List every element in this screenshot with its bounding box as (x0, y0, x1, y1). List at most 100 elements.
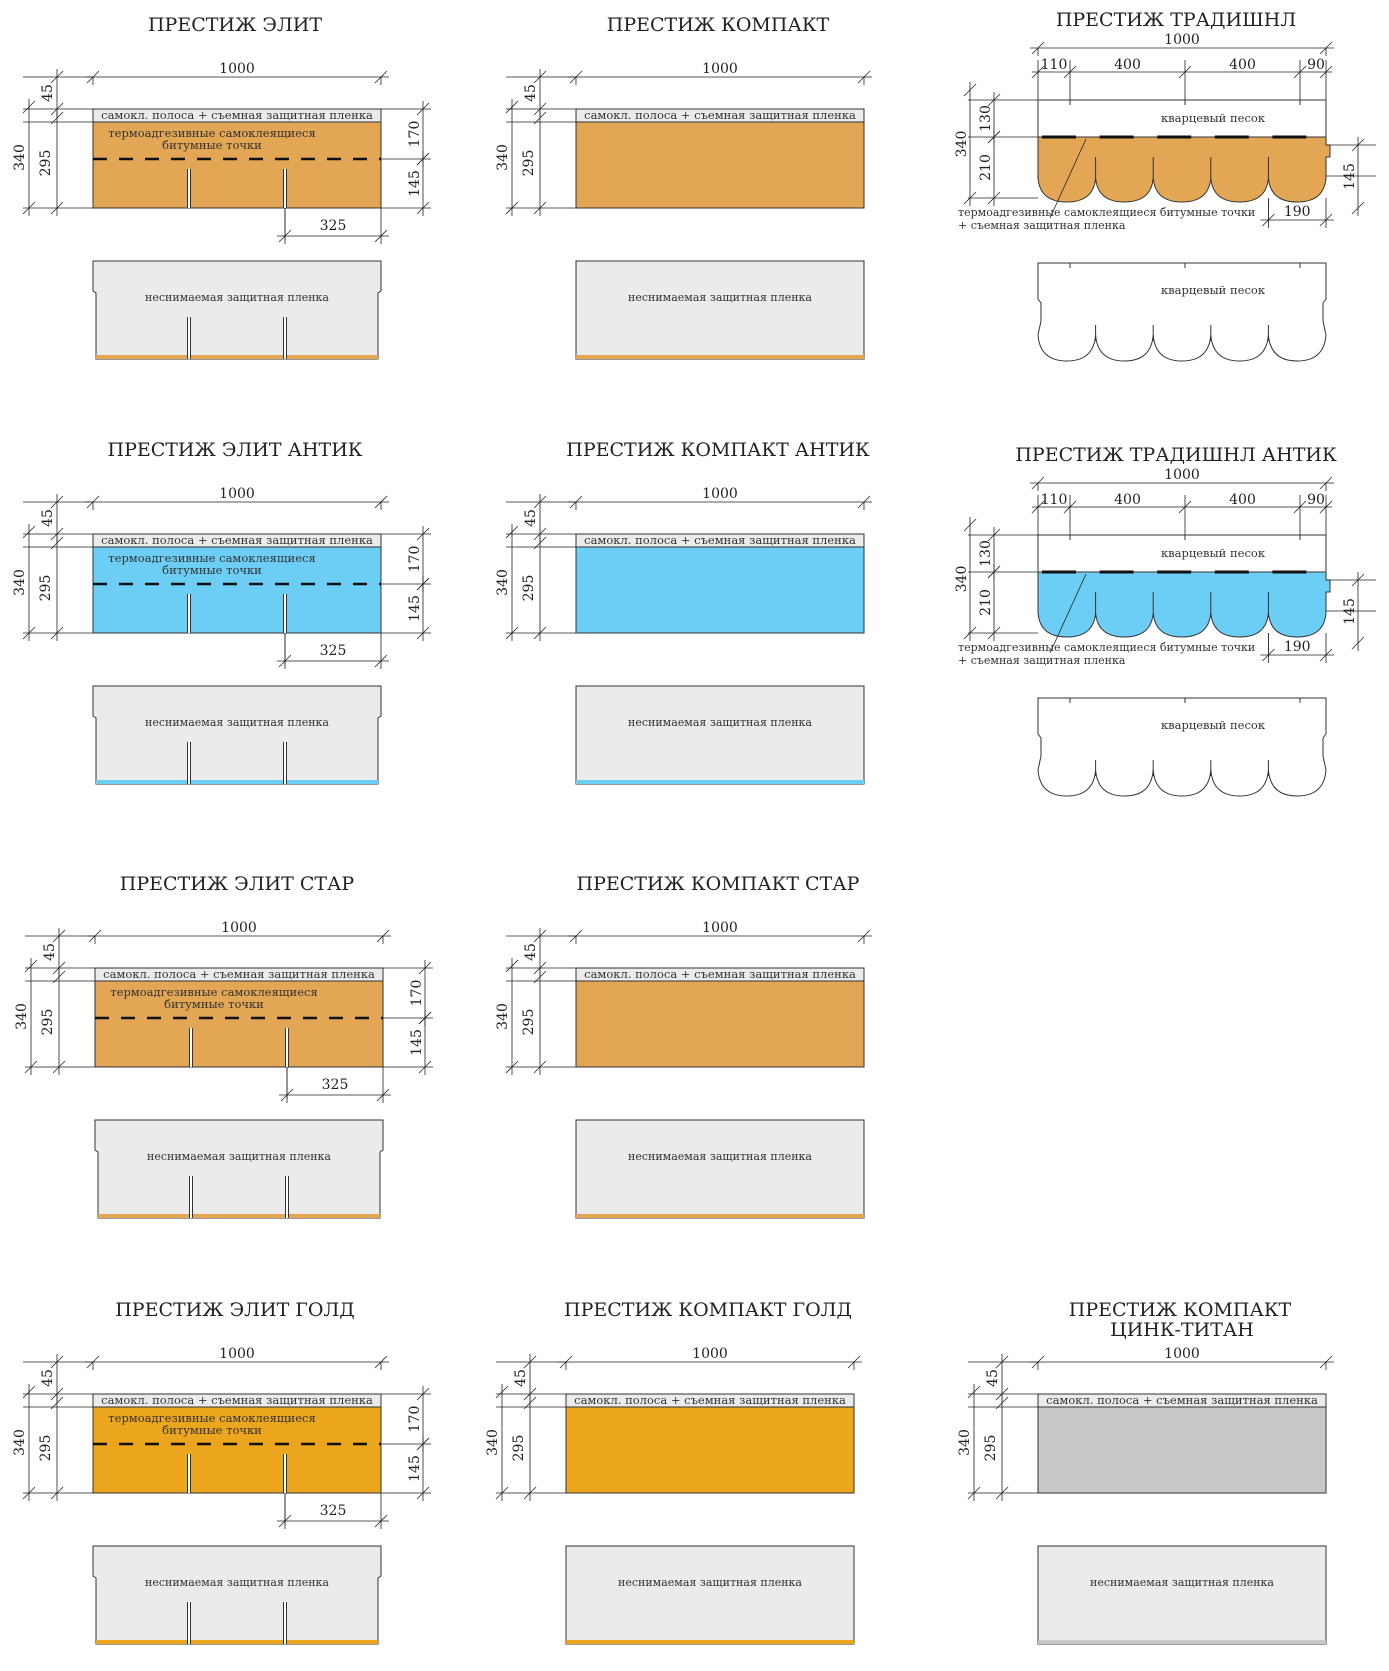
segment-label: 90 (1307, 492, 1325, 508)
dimension-tick (995, 1355, 1009, 1369)
dimension-tick (495, 1385, 509, 1399)
dimension-tick (1351, 138, 1365, 152)
dimension-tick (22, 1486, 36, 1500)
panel-title: ПРЕСТИЖ КОМПАКТ АНТИК (566, 439, 870, 461)
lower-dim-label: 145 (407, 1455, 423, 1482)
dimension-tick (52, 1060, 66, 1074)
dimension-tick (987, 626, 1001, 640)
dimension-tick (987, 93, 1001, 107)
top-dim-label: 45 (40, 1369, 56, 1387)
dimension-tick (1031, 476, 1045, 490)
segment-label: 110 (1041, 57, 1068, 73)
back-film (565, 1545, 855, 1645)
dimension-tick (995, 1396, 1009, 1410)
width-dim-label: 1000 (1164, 1346, 1200, 1362)
dimension-tick (1319, 213, 1333, 227)
panel-title: ПРЕСТИЖ КОМПАКТ (1069, 1299, 1292, 1321)
upper-dim-label: 170 (407, 121, 423, 148)
panel-title: ПРЕСТИЖ КОМПАКТ ГОЛД (564, 1299, 852, 1321)
total-dim-label: 340 (12, 144, 28, 171)
top-dim-label: 45 (513, 1369, 529, 1387)
back-slot (189, 1176, 193, 1218)
adhesive-strip (575, 108, 865, 123)
dimension-tick (533, 527, 547, 541)
body-dim-label: 295 (38, 575, 54, 602)
dimension-tick (52, 970, 66, 984)
dimension-tick (1319, 648, 1333, 662)
back-edge-stripe (1038, 1640, 1326, 1644)
dimension-tick (1319, 41, 1333, 55)
adhesive-strip-label: самокл. полоса + съемная защитная пленка (584, 967, 856, 981)
total-dim-label: 340 (957, 1429, 973, 1456)
tab-width-dim-label: 190 (1284, 204, 1311, 220)
dimension-tick (505, 1060, 519, 1074)
back-side: неснимаемая защитная пленка (92, 685, 382, 785)
top-dim-label: 45 (523, 509, 539, 527)
back-film-label: неснимаемая защитная пленка (145, 291, 329, 304)
back-film-label: неснимаемая защитная пленка (1090, 1576, 1274, 1589)
thermo-label-2: битумные точки (162, 563, 262, 577)
adhesive-strip-label: самокл. полоса + съемная защитная пленка (101, 533, 373, 547)
back-sand-label: кварцевый песок (1161, 718, 1266, 732)
slot-dim-label: 325 (320, 1503, 347, 1519)
panel-elite: ПРЕСТИЖ ЭЛИТ 1000 самокл. полоса + съемная… (12, 14, 431, 360)
dimension-tick (50, 111, 64, 125)
back-side: неснимаемая защитная пленка (1037, 1545, 1327, 1645)
dimension-tick (533, 111, 547, 125)
body-dim-label: 295 (521, 1009, 537, 1036)
cutout-slot (187, 169, 191, 208)
panel-compact: ПРЕСТИЖ КОМПАКТ 1000 самокл. полоса + съем… (495, 14, 872, 360)
dimension-tick (963, 83, 977, 97)
sand-area (1037, 99, 1327, 138)
dimension-tick (505, 626, 519, 640)
thermo-label-2: битумные точки (162, 138, 262, 152)
back-film-label: неснимаемая защитная пленка (628, 291, 812, 304)
adhesive-strip-label: самокл. полоса + съемная защитная пленка (103, 967, 375, 981)
back-edge-stripe (96, 355, 378, 359)
dimension-tick (523, 1396, 537, 1410)
body-dim-label: 295 (511, 1435, 527, 1462)
dimension-tick (418, 1011, 432, 1025)
panel-elite-gold: ПРЕСТИЖ ЭЛИТ ГОЛД 1000 самокл. полоса + съ… (12, 1299, 431, 1645)
back-film (92, 685, 382, 785)
back-film-label: неснимаемая защитная пленка (145, 716, 329, 729)
dimension-tick (22, 100, 36, 114)
dimension-tick (505, 959, 519, 973)
thermo-label-2: битумные точки (164, 997, 264, 1011)
cutout-slot (283, 169, 287, 208)
sand-label: кварцевый песок (1161, 111, 1266, 125)
adhesive-strip-label: самокл. полоса + съемная защитная пленка (584, 108, 856, 122)
dimension-tick (50, 1355, 64, 1369)
dimension-tick (987, 528, 1001, 542)
back-slot (187, 742, 191, 784)
upper-dim-label: 170 (407, 546, 423, 573)
dimension-tick (967, 1385, 981, 1399)
dimension-tick (50, 626, 64, 640)
dimension-tick (1319, 476, 1333, 490)
cutout-slot (283, 1454, 287, 1493)
dimension-tick (278, 654, 292, 668)
back-film (575, 260, 865, 360)
adhesive-strip (575, 533, 865, 548)
adhesive-strip (565, 1393, 855, 1408)
back-side: неснимаемая защитная пленка (92, 260, 382, 360)
dimension-tick (376, 929, 390, 943)
back-slot (285, 1176, 289, 1218)
width-dim-label: 1000 (702, 486, 738, 502)
back-slot (187, 317, 191, 359)
dimension-tick (416, 152, 430, 166)
panel-title: ПРЕСТИЖ ЭЛИТ СТАР (120, 873, 355, 895)
dimension-tick (995, 1387, 1009, 1401)
dimension-tick (1351, 201, 1365, 215)
shingle-body (565, 1406, 855, 1494)
dimension-tick (50, 495, 64, 509)
thermo-label-1: термоадгезивные самоклеящиеся (110, 985, 317, 999)
dimension-tick (376, 1088, 390, 1102)
top-dim-label: 45 (42, 943, 58, 961)
top-dim-label: 45 (985, 1369, 1001, 1387)
back-film (575, 1119, 865, 1219)
back-side: неснимаемая защитная пленка (92, 1545, 382, 1645)
dimension-tick (523, 1387, 537, 1401)
adhesive-strip-label: самокл. полоса + съемная защитная пленка (1046, 1393, 1318, 1407)
